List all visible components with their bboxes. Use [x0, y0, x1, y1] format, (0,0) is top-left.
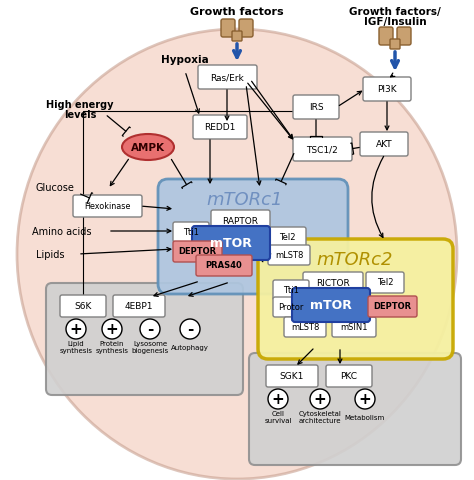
- FancyBboxPatch shape: [173, 241, 222, 263]
- FancyBboxPatch shape: [293, 138, 352, 162]
- FancyBboxPatch shape: [258, 240, 453, 359]
- FancyBboxPatch shape: [173, 223, 209, 242]
- Text: Amino acids: Amino acids: [32, 227, 92, 237]
- FancyBboxPatch shape: [249, 353, 461, 465]
- Text: Autophagy: Autophagy: [171, 344, 209, 350]
- Circle shape: [66, 319, 86, 339]
- Text: RICTOR: RICTOR: [316, 279, 350, 288]
- Circle shape: [310, 389, 330, 409]
- FancyBboxPatch shape: [284, 317, 326, 337]
- FancyBboxPatch shape: [397, 28, 411, 46]
- FancyBboxPatch shape: [60, 295, 106, 317]
- Text: Cytoskeletal
architecture: Cytoskeletal architecture: [299, 411, 341, 424]
- Text: Tti1: Tti1: [283, 286, 299, 295]
- Text: Protein
synthesis: Protein synthesis: [95, 341, 128, 354]
- Text: levels: levels: [64, 110, 96, 120]
- Text: Growth factors/: Growth factors/: [349, 7, 441, 17]
- Text: PKC: PKC: [340, 372, 357, 381]
- Text: IGF/Insulin: IGF/Insulin: [364, 17, 426, 27]
- FancyBboxPatch shape: [211, 211, 270, 232]
- Text: mLST8: mLST8: [291, 323, 319, 332]
- FancyBboxPatch shape: [193, 116, 247, 140]
- Text: S6K: S6K: [74, 302, 91, 311]
- FancyBboxPatch shape: [273, 298, 309, 317]
- FancyBboxPatch shape: [292, 288, 370, 323]
- FancyBboxPatch shape: [293, 96, 339, 120]
- Text: TSC1/2: TSC1/2: [306, 145, 338, 154]
- Text: Glucose: Glucose: [36, 182, 74, 192]
- FancyBboxPatch shape: [266, 365, 318, 387]
- Text: DEPTOR: DEPTOR: [178, 247, 216, 256]
- Text: Growth factors: Growth factors: [190, 7, 284, 17]
- Text: mTORc1: mTORc1: [207, 191, 283, 209]
- FancyBboxPatch shape: [232, 32, 242, 42]
- FancyBboxPatch shape: [326, 365, 372, 387]
- FancyBboxPatch shape: [192, 227, 270, 261]
- Text: -: -: [187, 322, 193, 337]
- Text: IRS: IRS: [309, 103, 323, 112]
- Text: AKT: AKT: [376, 140, 392, 149]
- Text: +: +: [272, 392, 284, 407]
- Circle shape: [140, 319, 160, 339]
- FancyBboxPatch shape: [221, 20, 235, 38]
- FancyBboxPatch shape: [196, 255, 252, 276]
- Text: Metabolism: Metabolism: [345, 414, 385, 420]
- Text: -: -: [147, 322, 153, 337]
- Text: mTORc2: mTORc2: [317, 251, 393, 268]
- Text: Tel2: Tel2: [377, 278, 393, 287]
- Text: Ras/Erk: Ras/Erk: [210, 73, 244, 83]
- Text: SGK1: SGK1: [280, 372, 304, 381]
- Text: Hexokinase: Hexokinase: [84, 202, 130, 211]
- Text: Tti1: Tti1: [183, 228, 199, 237]
- Ellipse shape: [17, 30, 457, 479]
- Circle shape: [102, 319, 122, 339]
- FancyBboxPatch shape: [366, 273, 404, 293]
- Text: High energy: High energy: [46, 100, 114, 110]
- Circle shape: [268, 389, 288, 409]
- FancyBboxPatch shape: [268, 228, 306, 248]
- FancyBboxPatch shape: [332, 317, 376, 337]
- FancyBboxPatch shape: [239, 20, 253, 38]
- Text: mTOR: mTOR: [210, 237, 252, 250]
- Text: Protor: Protor: [278, 303, 304, 312]
- Text: Lipid
synthesis: Lipid synthesis: [60, 341, 92, 354]
- FancyBboxPatch shape: [273, 280, 309, 300]
- FancyBboxPatch shape: [360, 133, 408, 156]
- Text: Tel2: Tel2: [279, 233, 295, 242]
- Text: Lipids: Lipids: [36, 250, 64, 260]
- FancyBboxPatch shape: [158, 180, 348, 294]
- Text: +: +: [70, 322, 82, 337]
- FancyBboxPatch shape: [379, 28, 393, 46]
- Text: RAPTOR: RAPTOR: [222, 217, 258, 226]
- Text: mTOR: mTOR: [310, 299, 352, 312]
- Text: PI3K: PI3K: [377, 85, 397, 94]
- FancyBboxPatch shape: [113, 295, 165, 317]
- FancyBboxPatch shape: [198, 66, 257, 90]
- Text: PRAS40: PRAS40: [206, 261, 242, 270]
- Text: AMPK: AMPK: [131, 143, 165, 153]
- Circle shape: [180, 319, 200, 339]
- FancyBboxPatch shape: [303, 273, 363, 294]
- FancyBboxPatch shape: [368, 296, 417, 317]
- Text: mSIN1: mSIN1: [340, 323, 368, 332]
- Text: mLST8: mLST8: [275, 251, 303, 260]
- Text: +: +: [314, 392, 327, 407]
- Circle shape: [355, 389, 375, 409]
- FancyBboxPatch shape: [268, 245, 310, 265]
- FancyBboxPatch shape: [73, 195, 142, 217]
- Text: +: +: [106, 322, 118, 337]
- Text: +: +: [359, 392, 371, 407]
- Text: REDD1: REDD1: [204, 123, 236, 132]
- Text: Hypoxia: Hypoxia: [161, 55, 209, 65]
- FancyBboxPatch shape: [46, 283, 243, 395]
- FancyBboxPatch shape: [363, 78, 411, 102]
- Text: DEPTOR: DEPTOR: [373, 302, 411, 311]
- Text: Lysosome
biogenesis: Lysosome biogenesis: [131, 341, 169, 354]
- Ellipse shape: [122, 135, 174, 161]
- Text: 4EBP1: 4EBP1: [125, 302, 153, 311]
- Text: Cell
survival: Cell survival: [264, 411, 292, 424]
- FancyBboxPatch shape: [390, 40, 400, 50]
